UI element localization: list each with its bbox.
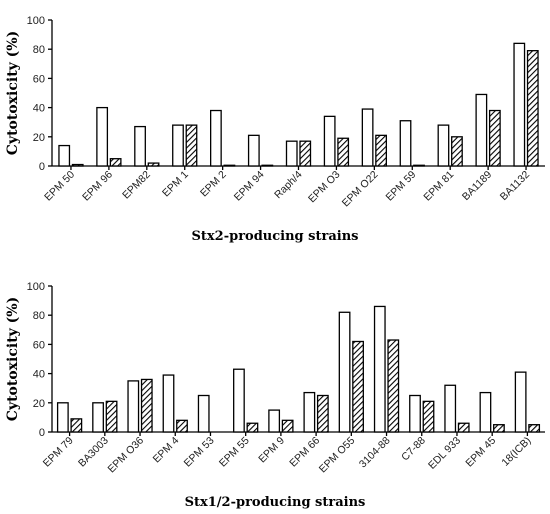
bar-open-epm-2: [210, 109, 222, 167]
bar-hatched-c7-88: [422, 400, 435, 433]
bar-open-epm-59: [399, 120, 412, 167]
bar-open-epm-96: [96, 106, 109, 167]
category-label: 18(ICB): [499, 435, 533, 469]
bar-open-raph-4: [285, 140, 298, 167]
category-label: EPM 53: [182, 435, 217, 470]
bar-hatched-ba1189: [488, 109, 501, 167]
bar-open-epm-45: [479, 391, 492, 433]
bar-open-3104-88: [373, 305, 386, 433]
bar-open-epm-94: [247, 134, 260, 167]
bar-open-epm-55: [233, 368, 245, 433]
category-label: EPM O3: [306, 169, 343, 206]
x-axis-label: Stx2-producing strains: [192, 229, 359, 244]
y-tick-label: 20: [33, 132, 45, 144]
y-tick-label: 80: [33, 310, 45, 322]
chart-panel-stx2: Cytotoxicity (%) Stx2-producing strains …: [5, 15, 545, 244]
bar-hatched-epm-9: [281, 419, 294, 433]
bar-open-epm-81: [437, 124, 450, 167]
y-tick-label: 100: [27, 281, 45, 293]
y-tick-label: 80: [33, 44, 45, 56]
bar-hatched-epm-66: [316, 394, 329, 433]
y-tick-label: 20: [33, 398, 45, 410]
category-label: EPM 81: [421, 169, 456, 204]
category-label: EPM O36: [105, 435, 146, 476]
chart-panel-stx12: Cytotoxicity (%) Stx1/2-producing strain…: [5, 281, 545, 510]
bar-hatched-epm82: [147, 162, 160, 167]
bar-hatched-edl-933: [457, 422, 470, 433]
bar-hatched-18-icb-: [528, 424, 541, 433]
bar-hatched-ba1132: [526, 50, 539, 167]
y-tick-label: 60: [33, 339, 45, 351]
y-tick-label: 0: [39, 427, 45, 439]
bar-open-epm-o3: [323, 115, 336, 167]
category-label: EPM82: [120, 169, 153, 202]
category-label: EPM 2: [198, 169, 229, 200]
bar-hatched-epm-45: [493, 424, 505, 433]
bar-open-epm-79: [56, 402, 69, 433]
bar-open-epm-1: [172, 124, 184, 167]
bar-hatched-epm-55: [246, 422, 259, 433]
bar-hatched-epm-94: [261, 164, 274, 167]
category-label: BA1132: [498, 169, 532, 203]
bar-hatched-epm-o22: [375, 134, 387, 167]
bar-open-epm-4: [162, 374, 175, 433]
bar-open-epm-9: [268, 409, 281, 433]
category-label: EPM 59: [383, 169, 418, 204]
category-label: C7-88: [399, 435, 428, 464]
y-axis-label: Cytotoxicity (%): [5, 297, 21, 421]
bar-hatched-epm-o36: [140, 378, 153, 433]
category-label: EPM 55: [217, 435, 252, 470]
bar-hatched-epm-o3: [337, 137, 350, 167]
bar-open-edl-933: [444, 384, 457, 433]
category-label: Raph/4: [272, 169, 305, 202]
bar-open-epm-o55: [338, 311, 351, 433]
category-label: BA3003: [76, 435, 111, 470]
bar-open-epm-o36: [127, 380, 140, 433]
x-axis-label: Stx1/2-producing strains: [185, 495, 366, 510]
category-label: EPM 4: [151, 435, 182, 466]
bar-open-c7-88: [409, 394, 421, 433]
bar-open-18-icb-: [514, 371, 527, 433]
bar-hatched-epm-81: [451, 136, 463, 167]
category-label: EPM 79: [41, 435, 76, 470]
bar-open-ba3003: [92, 402, 104, 433]
bar-hatched-ba3003: [105, 400, 118, 433]
bar-hatched-3104-88: [387, 339, 400, 433]
category-label: 3104-88: [357, 435, 393, 471]
bar-hatched-epm-4: [176, 419, 188, 433]
category-label: EPM 94: [232, 169, 267, 204]
bar-open-ba1189: [475, 93, 488, 167]
bar-hatched-epm-79: [70, 418, 83, 433]
category-label: BA1189: [460, 169, 494, 203]
bar-hatched-epm-96: [109, 158, 122, 167]
category-label: EDL 933: [426, 435, 463, 472]
bar-open-epm82: [134, 125, 146, 167]
y-axis-label: Cytotoxicity (%): [5, 31, 21, 155]
y-tick-label: 60: [33, 73, 45, 85]
bar-hatched-epm-59: [413, 164, 425, 167]
y-tick-label: 100: [27, 15, 45, 27]
bar-open-epm-53: [197, 394, 210, 433]
category-label: EPM O55: [317, 435, 358, 476]
y-tick-label: 0: [39, 161, 45, 173]
category-label: EPM 45: [463, 435, 498, 470]
bar-open-epm-66: [303, 391, 316, 433]
bar-open-ba1132: [513, 42, 526, 167]
bar-open-epm-50: [58, 144, 71, 167]
category-label: EPM 1: [160, 169, 191, 200]
bar-hatched-epm-2: [223, 164, 236, 167]
bar-open-epm-o22: [361, 108, 374, 167]
category-label: EPM 66: [287, 435, 322, 470]
category-label: EPM 50: [42, 169, 77, 204]
category-label: EPM 96: [80, 169, 115, 204]
bar-hatched-epm-50: [71, 163, 84, 167]
bar-hatched-epm-1: [185, 124, 198, 167]
category-label: EPM 9: [256, 435, 287, 466]
bar-hatched-raph-4: [299, 140, 312, 167]
y-tick-label: 40: [33, 369, 45, 381]
bar-hatched-epm-o55: [352, 340, 364, 433]
y-tick-label: 40: [33, 103, 45, 115]
category-label: EPM O22: [340, 169, 381, 210]
